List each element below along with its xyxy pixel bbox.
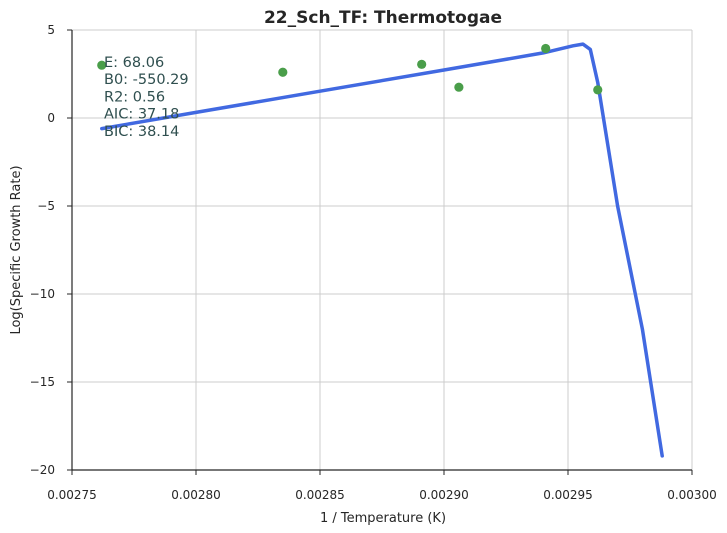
data-point xyxy=(278,67,288,77)
annotation-text: R2: 0.56 xyxy=(104,89,165,105)
y-tick-label: −5 xyxy=(37,199,55,213)
x-tick-label: 0.00295 xyxy=(543,488,593,502)
chart-title: 22_Sch_TF: Thermotogae xyxy=(264,8,502,28)
y-tick-label: −15 xyxy=(30,375,55,389)
data-point xyxy=(593,85,603,95)
annotation-text: E: 68.06 xyxy=(104,55,164,71)
x-tick-label: 0.00290 xyxy=(419,488,469,502)
x-tick-label: 0.00285 xyxy=(295,488,345,502)
y-tick-label: −10 xyxy=(30,287,55,301)
x-axis-label: 1 / Temperature (K) xyxy=(320,511,446,526)
y-axis-label: Log(Specific Growth Rate) xyxy=(9,165,24,334)
y-tick-label: 5 xyxy=(47,23,55,37)
annotation-text: BIC: 38.14 xyxy=(104,124,179,140)
annotation-text: AIC: 37.18 xyxy=(104,107,179,123)
model-fit-line xyxy=(100,42,664,458)
y-axis-ticks: −20 −15 −10 −5 0 5 xyxy=(30,23,72,477)
series-layer xyxy=(97,42,664,458)
x-tick-label: 0.00275 xyxy=(47,488,97,502)
data-point xyxy=(454,82,464,92)
annotation-text: B0: -550.29 xyxy=(104,72,189,88)
data-point xyxy=(97,60,107,70)
axes xyxy=(71,30,692,471)
data-point xyxy=(417,59,427,69)
data-point xyxy=(541,43,551,54)
y-tick-label: −20 xyxy=(30,463,55,477)
y-tick-label: 0 xyxy=(47,111,55,125)
x-tick-label: 0.00300 xyxy=(667,488,717,502)
x-axis-ticks: 0.00275 0.00280 0.00285 0.00290 0.00295 0.003… xyxy=(47,470,717,502)
x-tick-label: 0.00280 xyxy=(171,488,221,502)
